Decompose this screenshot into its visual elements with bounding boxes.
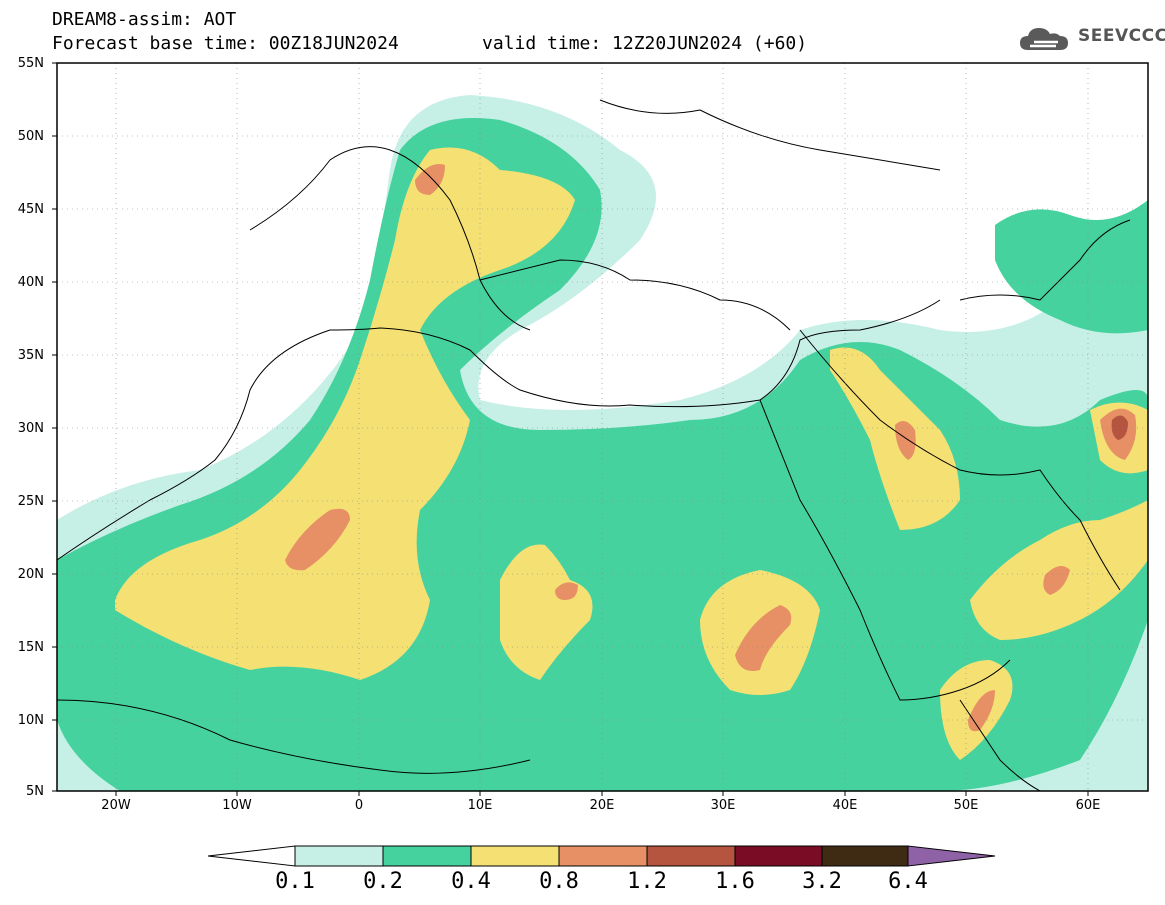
colorbar-label: 0.1 — [275, 869, 315, 894]
lon-label: 50E — [953, 798, 979, 813]
colorbar-label: 0.4 — [451, 869, 491, 894]
lon-label: 60E — [1075, 798, 1101, 813]
colorbar-label: 0.8 — [539, 869, 579, 894]
logo-text: SEEVCCC — [1078, 26, 1165, 46]
axis-ticks — [52, 62, 1089, 796]
lon-label: 0 — [354, 798, 364, 813]
aot-contour-0.2-north — [995, 200, 1148, 334]
lon-label: 20E — [589, 798, 615, 813]
aot-contour-0.4-arabia — [830, 347, 960, 530]
lat-label: 45N — [17, 202, 44, 217]
graticule — [57, 63, 1148, 791]
colorbar-cell — [734, 845, 823, 867]
colorbar — [207, 845, 996, 867]
aot-contour-0.8-sudan — [735, 605, 792, 671]
seevccc-logo: SEEVCCC — [1018, 24, 1165, 56]
lat-label: 40N — [17, 275, 44, 290]
lat-label: 55N — [17, 56, 44, 71]
forecast-time-line: Forecast base time: 00Z18JUN2024 valid ti… — [52, 33, 807, 54]
colorbar-cell — [294, 845, 384, 867]
colorbar-label: 0.2 — [363, 869, 403, 894]
lat-label: 10N — [17, 713, 44, 728]
map-title: DREAM8-assim: AOT — [52, 9, 237, 30]
lat-label: 25N — [17, 494, 44, 509]
colorbar-label: 3.2 — [802, 869, 842, 894]
lon-label: 30E — [710, 798, 736, 813]
colorbar-cell — [382, 845, 472, 867]
aot-contour-0.8-oman — [1043, 566, 1070, 595]
lon-label: 40E — [832, 798, 858, 813]
lat-label: 20N — [17, 567, 44, 582]
colorbar-over-arrow — [907, 845, 996, 867]
aot-contour-0.8-somalia — [968, 690, 995, 732]
lat-label: 15N — [17, 640, 44, 655]
lat-label: 30N — [17, 421, 44, 436]
aot-contour-0.4-chad — [500, 544, 593, 680]
cloud-icon — [1020, 28, 1068, 50]
colorbar-cell — [558, 845, 648, 867]
base-time: Forecast base time: 00Z18JUN2024 — [52, 33, 399, 54]
colorbar-cell — [470, 845, 560, 867]
aot-field — [57, 95, 1148, 791]
lat-label: 50N — [17, 129, 44, 144]
colorbar-label: 1.6 — [715, 869, 755, 894]
coastlines — [57, 99, 1131, 791]
colorbar-cell — [821, 845, 909, 867]
aot-contour-0.8-sahara — [285, 508, 350, 571]
lon-label: 20W — [101, 798, 131, 813]
lat-label: 5N — [26, 784, 44, 799]
lat-label: 35N — [17, 348, 44, 363]
aot-contour-0.8-chad — [555, 582, 578, 600]
colorbar-under-arrow — [207, 845, 296, 867]
colorbar-cell — [646, 845, 736, 867]
aot-contour-0.8-iraq — [895, 421, 916, 460]
lon-label: 10W — [222, 798, 252, 813]
valid-time: valid time: 12Z20JUN2024 (+60) — [482, 33, 808, 54]
aot-contour-0.4-westsahara — [115, 147, 575, 680]
aot-contour-1.2-iran — [1111, 415, 1128, 440]
lon-label: 10E — [467, 798, 493, 813]
colorbar-label: 6.4 — [888, 869, 928, 894]
aot-contour-0.8-alps — [415, 164, 445, 195]
colorbar-label: 1.2 — [627, 869, 667, 894]
